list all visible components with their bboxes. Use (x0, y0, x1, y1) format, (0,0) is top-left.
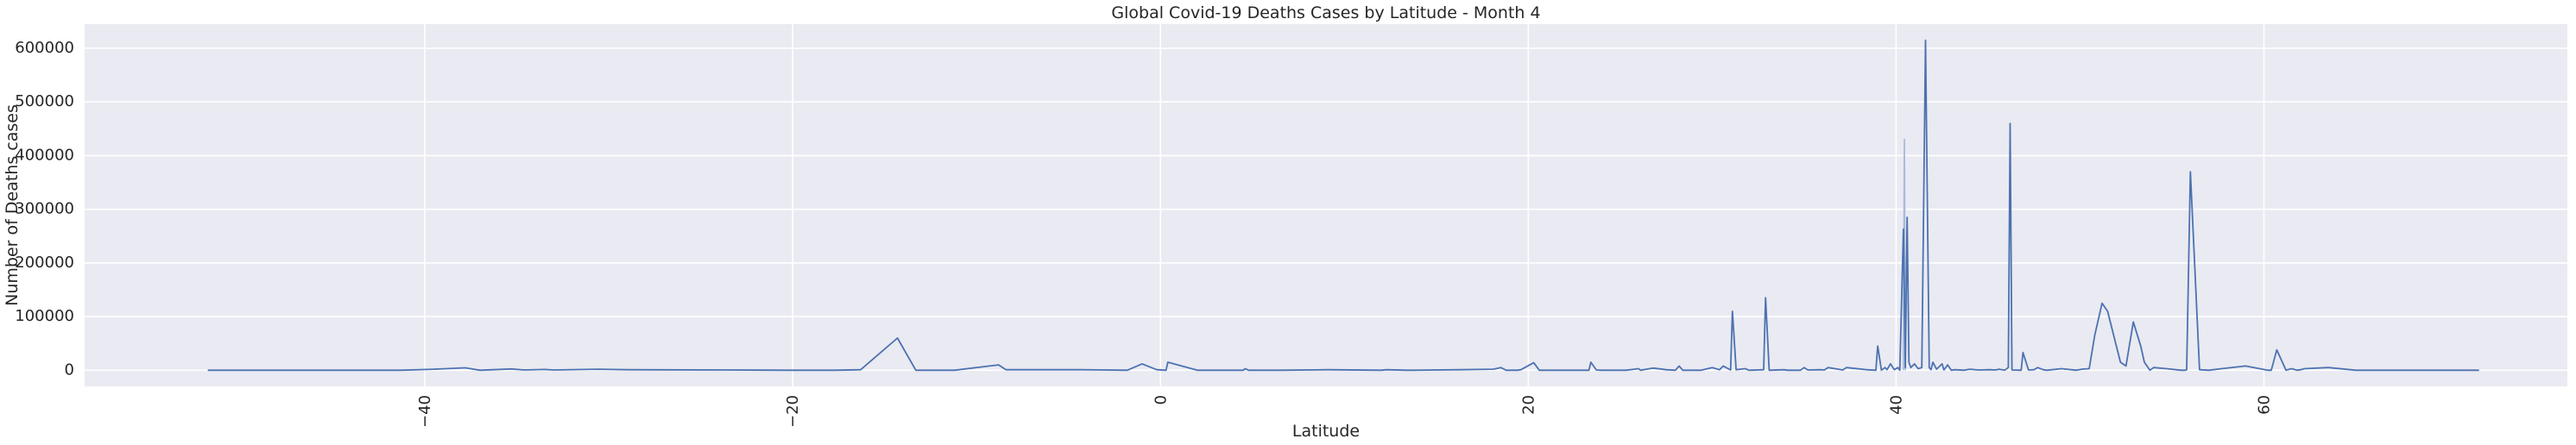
y-tick-label: 600000 (15, 39, 74, 57)
x-tick-label: 60 (2255, 395, 2273, 415)
y-tick-label: 200000 (15, 254, 74, 272)
y-tick-label: 100000 (15, 307, 74, 325)
y-tick-label: 400000 (15, 146, 74, 164)
x-tick-label: −40 (416, 395, 434, 428)
y-axis-title: Number of Deaths cases (3, 104, 22, 306)
y-tick-label: 0 (65, 360, 74, 379)
x-axis-title: Latitude (1292, 422, 1360, 441)
y-tick-label: 300000 (15, 200, 74, 218)
plot-background (85, 24, 2567, 386)
chart-title: Global Covid-19 Deaths Cases by Latitude… (1111, 3, 1540, 22)
y-tick-labels: 0 100000 200000 300000 400000 500000 600000 (15, 39, 74, 379)
x-tick-label: 20 (1519, 395, 1537, 415)
x-tick-label: 40 (1887, 395, 1905, 415)
x-tick-label: 0 (1152, 395, 1170, 404)
y-tick-label: 500000 (15, 92, 74, 110)
x-tick-label: −20 (784, 395, 802, 428)
